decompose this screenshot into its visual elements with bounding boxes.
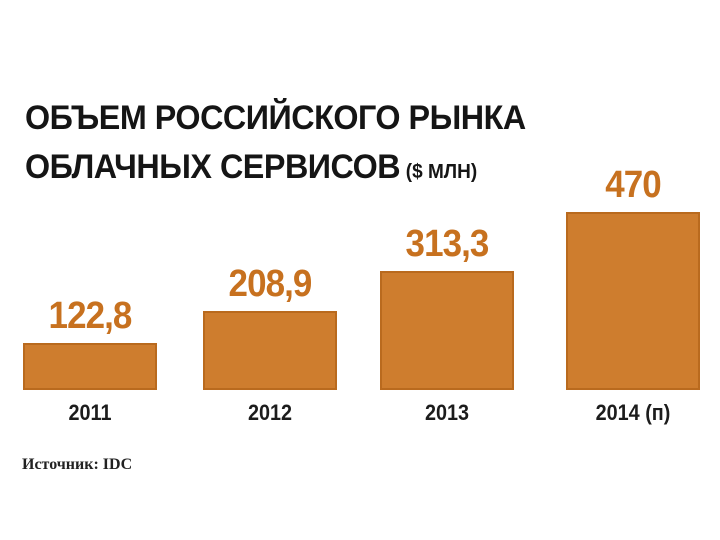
bar — [566, 212, 700, 390]
category-label: 2014 (п) — [595, 400, 671, 425]
bar — [203, 311, 337, 390]
chart-title-line-1: ОБЪЕМ РОССИЙСКОГО РЫНКА — [25, 99, 526, 137]
chart-title-line-2: ОБЛАЧНЫХ СЕРВИСОВ ($ МЛН) — [25, 143, 526, 197]
chart-unit-label: ($ МЛН) — [405, 161, 478, 183]
bar — [23, 343, 157, 390]
chart-title: ОБЪЕМ РОССИЙСКОГО РЫНКА ОБЛАЧНЫХ СЕРВИСО… — [25, 94, 552, 197]
source-note: Источник: IDC — [22, 456, 133, 473]
category-label: 2013 — [424, 400, 470, 425]
category-label: 2011 — [68, 400, 112, 425]
bar-value-label: 313,3 — [405, 223, 490, 265]
category-label: 2012 — [247, 400, 293, 425]
chart-title-line-2-text: ОБЛАЧНЫХ СЕРВИСОВ — [25, 148, 401, 186]
bar-value-label: 122,8 — [48, 295, 133, 337]
bar-value-label: 470 — [605, 164, 661, 206]
bar — [380, 271, 514, 390]
bar-value-label: 208,9 — [228, 263, 313, 305]
